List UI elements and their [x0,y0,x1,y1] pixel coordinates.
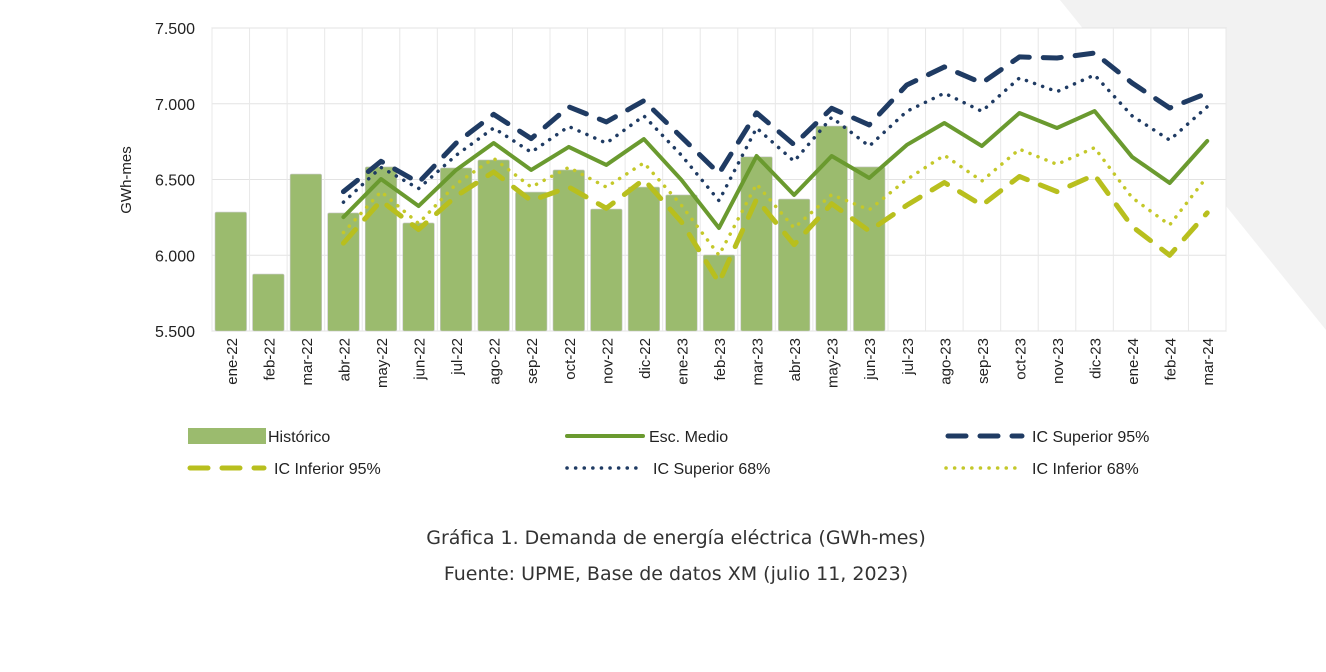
x-tick-label: abr-23 [787,338,804,381]
bar-historico [552,169,585,332]
x-tick-label: nov-23 [1050,338,1067,384]
x-tick-label: jul-23 [900,338,917,376]
x-tick-label: ene-22 [224,338,241,385]
bar-historico [477,159,510,332]
x-tick-label: mar-24 [1200,338,1217,386]
bar-historico [740,156,773,332]
chart-source: Fuente: UPME, Base de datos XM (julio 11… [443,563,909,585]
bar-historico [327,212,360,332]
x-tick-label: oct-22 [562,338,579,380]
line-esc-medio [341,109,1210,230]
bar-historico [289,173,322,332]
bar-historico [665,194,698,332]
bar-historico [515,191,548,332]
x-tick-label: sep-23 [975,338,992,384]
bar-historico [440,167,473,332]
x-tick-label: jun-23 [862,338,879,381]
x-tick-label: oct-23 [1012,338,1029,380]
legend-swatch [188,428,266,444]
y-tick-label: 7.000 [155,97,195,114]
legend-label: Esc. Medio [649,429,728,446]
y-tick-label: 6.500 [155,173,195,190]
x-tick-label: may-23 [825,338,842,388]
bar-historico [214,211,247,332]
legend-label: IC Superior 68% [653,461,770,478]
legend-label: IC Inferior 95% [274,461,381,478]
x-tick-label: jun-22 [412,338,429,381]
bar-historico [815,125,848,332]
y-tick-label: 6.000 [155,248,195,265]
x-tick-label: nov-22 [599,338,616,384]
x-tick-label: may-22 [374,338,391,388]
chart-caption: Gráfica 1. Demanda de energía eléctrica … [426,527,926,549]
x-tick-label: ago-23 [937,338,954,385]
legend-label: IC Inferior 68% [1032,461,1139,478]
bar-historico [590,208,623,332]
x-tick-label: feb-24 [1163,338,1180,381]
x-tick-label: feb-22 [261,338,278,381]
x-tick-label: feb-23 [712,338,729,381]
x-tick-label: sep-22 [524,338,541,384]
bar-historico [627,186,660,332]
y-tick-label: 7.500 [155,21,195,38]
demand-chart: 5.500 6.000 6.500 7.000 7.500 GWh-mes ene-22 fe… [118,21,1227,478]
y-tick-label: 5.500 [155,324,195,341]
y-axis-title: GWh-mes [118,146,135,214]
line-ic-inferior-95- [340,169,1210,286]
x-tick-label: ago-22 [487,338,504,385]
legend-label: Histórico [268,429,330,446]
x-tick-label: mar-23 [750,338,767,386]
x-tick-label: dic-22 [637,338,654,379]
bar-historico [853,166,886,332]
x-tick-label: ene-23 [674,338,691,385]
x-tick-label: abr-22 [336,338,353,381]
x-tick-label: mar-22 [299,338,316,386]
bar-historico [252,273,285,332]
x-tick-label: dic-23 [1088,338,1105,379]
legend-label: IC Superior 95% [1032,429,1149,446]
line-ic-superior-95- [340,50,1210,195]
bar-historico [402,222,435,332]
x-tick-label: ene-24 [1125,338,1142,385]
x-tick-label: jul-22 [449,338,466,376]
line-ic-inferior-68- [341,145,1209,257]
